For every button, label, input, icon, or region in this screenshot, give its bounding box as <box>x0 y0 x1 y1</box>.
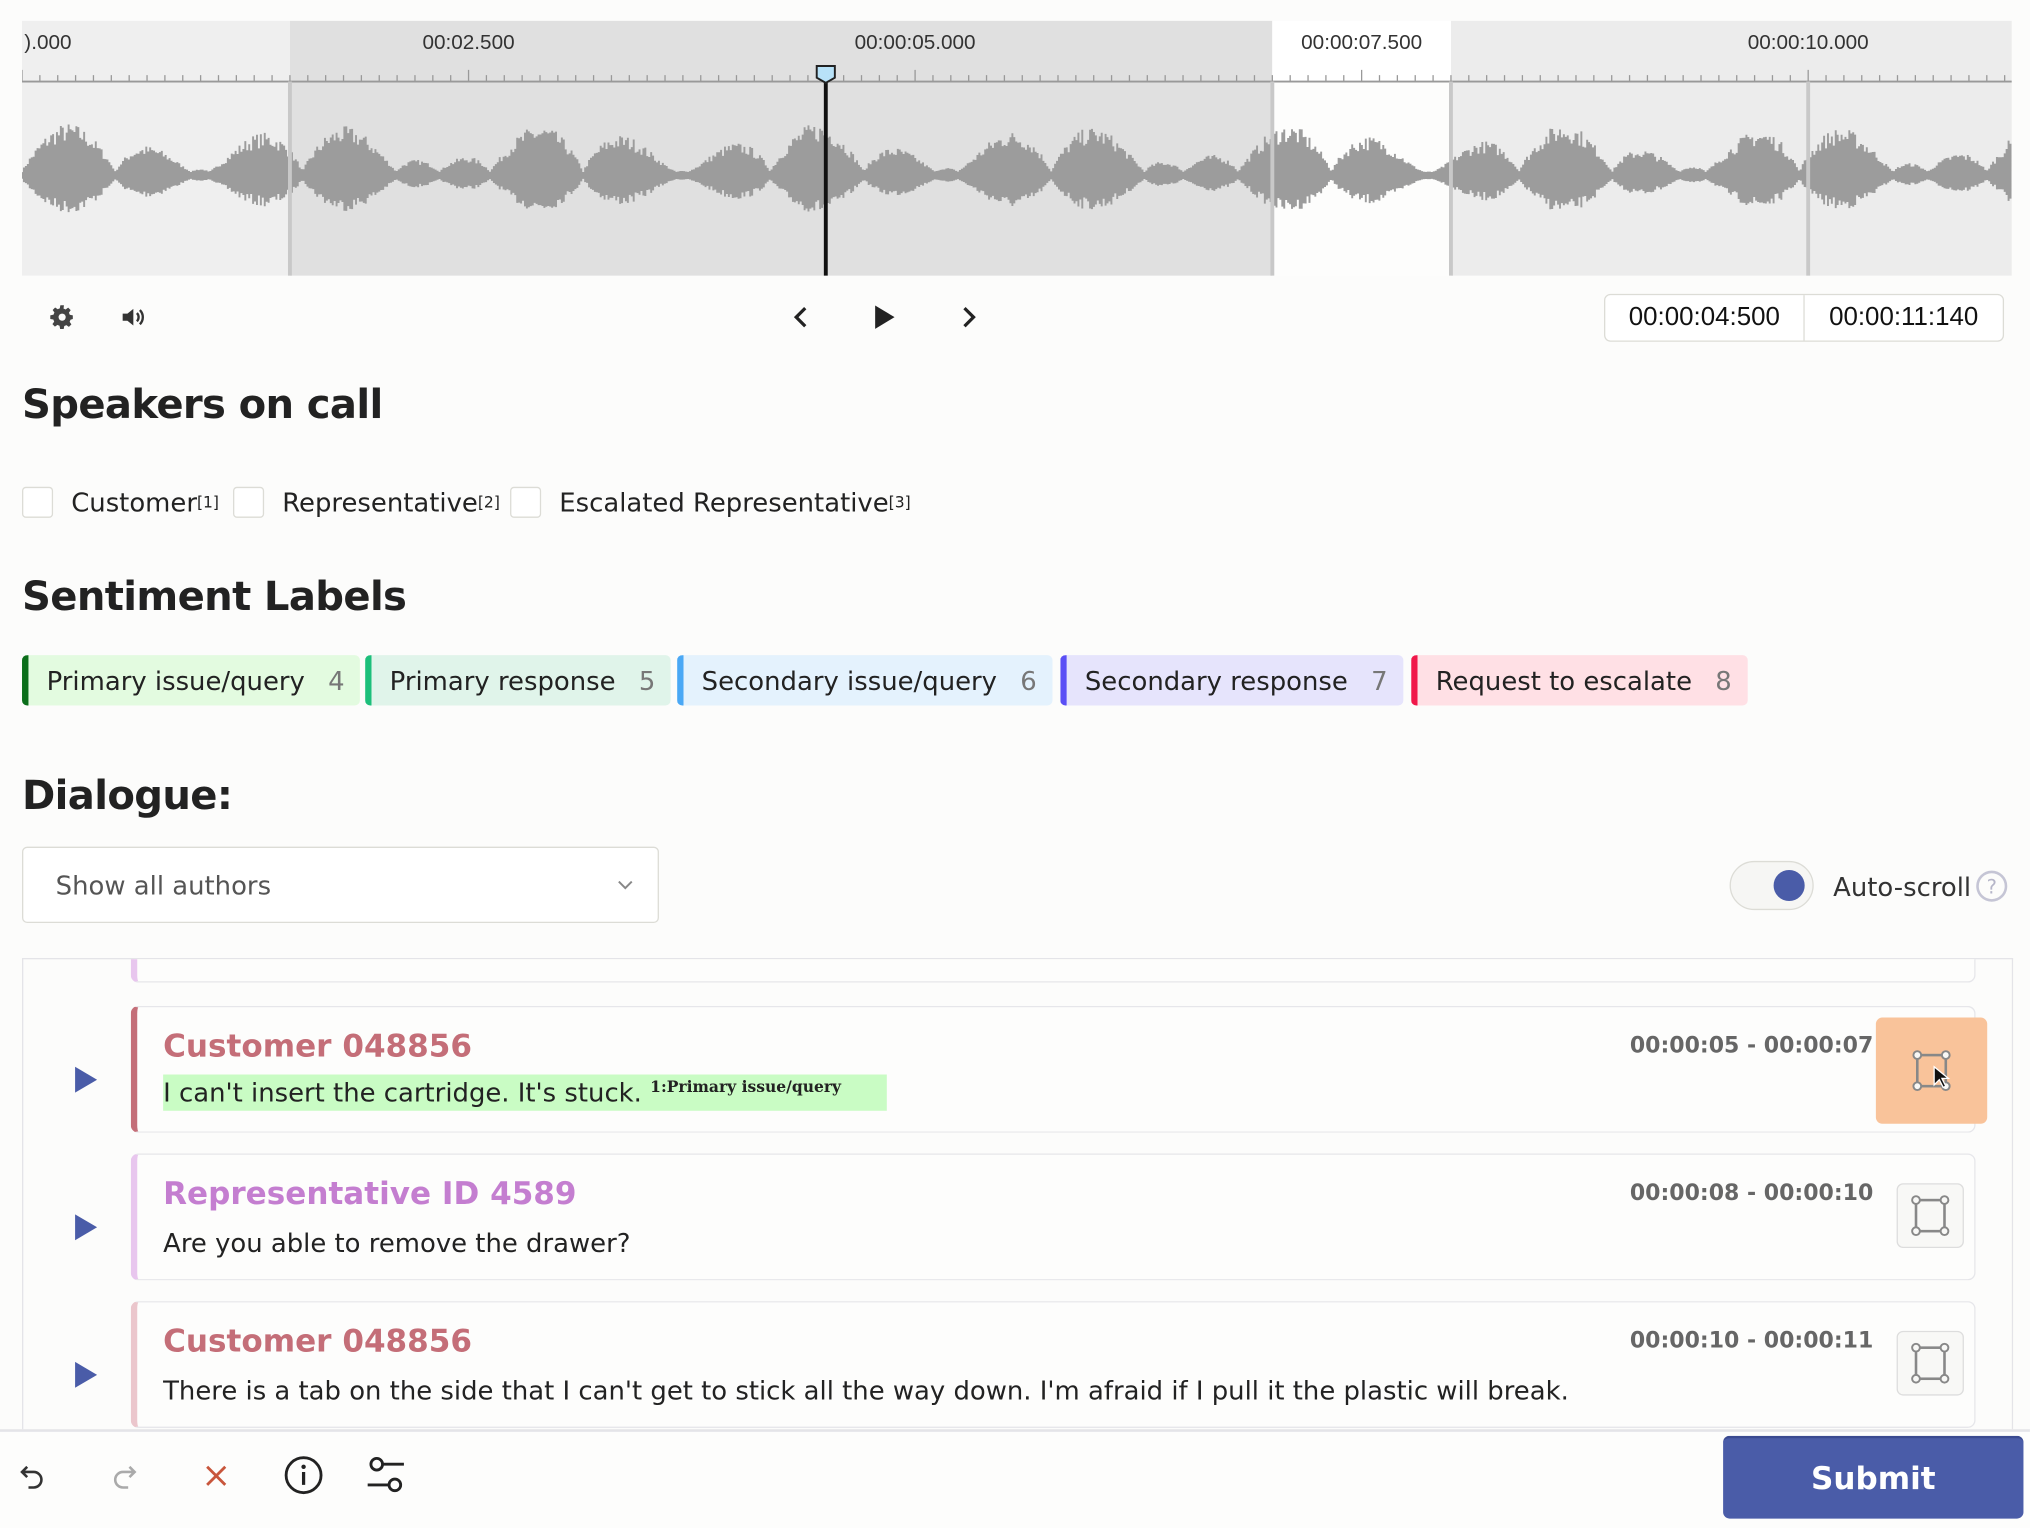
select-region-button[interactable] <box>1896 1183 1964 1248</box>
dialogue-title: Dialogue: <box>22 772 233 820</box>
settings-button[interactable] <box>45 300 79 334</box>
sentiment-label-chip[interactable]: Primary issue/query 4 <box>22 655 361 706</box>
region-segment[interactable] <box>289 20 1273 276</box>
utterance-text: Are you able to remove the drawer? <box>163 1227 631 1259</box>
autoscroll-label: Auto-scroll <box>1833 871 1972 903</box>
redo-icon[interactable] <box>109 1460 140 1491</box>
bounding-box-icon <box>1911 1195 1950 1237</box>
timestamp: 00:00:05 - 00:00:07 <box>1629 1033 1874 1059</box>
dialogue-list[interactable]: Customer 048856 I can't insert the cartr… <box>22 958 2014 1431</box>
close-icon[interactable] <box>202 1462 230 1490</box>
sentiment-label-chip[interactable]: Secondary response 7 <box>1060 655 1404 706</box>
speaker-label: Representative <box>282 486 478 518</box>
author-name: Representative ID 4589 <box>163 1175 577 1212</box>
sliders-icon[interactable] <box>366 1455 405 1495</box>
footer-toolbar <box>0 1429 2030 1528</box>
next-button[interactable] <box>952 300 986 334</box>
current-time: 00:00:04:500 <box>1628 302 1780 332</box>
autoscroll-toggle[interactable] <box>1729 860 1814 911</box>
chevron-down-icon <box>618 880 633 890</box>
waveform-path <box>22 124 2012 213</box>
select-region-button[interactable] <box>1896 1330 1964 1396</box>
utterance-text: There is a tab on the side that I can't … <box>163 1374 1569 1406</box>
region-segment[interactable] <box>1450 20 2012 276</box>
chip-hotkey: 5 <box>638 664 656 696</box>
play-segment-icon[interactable] <box>71 1213 99 1241</box>
chip-label: Request to escalate <box>1435 664 1693 696</box>
chip-label: Primary issue/query <box>46 664 305 696</box>
timestamp: 00:00:08 - 00:00:10 <box>1629 1180 1874 1207</box>
dialogue-card-previous <box>130 959 1976 983</box>
speaker-hotkey: [1] <box>196 493 219 512</box>
checkbox[interactable] <box>22 486 54 518</box>
play-segment-icon[interactable] <box>71 1065 99 1093</box>
sentiment-title: Sentiment Labels <box>22 573 407 621</box>
checkbox[interactable] <box>233 486 265 518</box>
speaker-hotkey: [2] <box>477 493 500 512</box>
speaker-label: Escalated Representative <box>559 486 889 518</box>
speaker-checkbox-escalated-representative[interactable]: Escalated Representative [3] <box>510 486 911 518</box>
tick-label: ).000 <box>24 32 72 55</box>
author-name: Customer 048856 <box>163 1027 473 1065</box>
tick-label: 00:02.500 <box>422 32 515 55</box>
chevron-right-icon <box>963 306 976 328</box>
playhead-handle[interactable] <box>815 65 836 84</box>
dialogue-card[interactable]: Representative ID 4589 Are you able to r… <box>130 1153 1976 1281</box>
chip-label: Primary response <box>389 664 616 696</box>
speaker-hotkey: [3] <box>888 493 911 512</box>
chevron-left-icon <box>793 306 807 328</box>
tick-label: 00:00:10.000 <box>1747 32 1869 55</box>
author-name: Customer 048856 <box>163 1323 473 1360</box>
timestamp: 00:00:10 - 00:00:11 <box>1629 1328 1874 1355</box>
previous-button[interactable] <box>785 300 819 334</box>
sentiment-label-chip[interactable]: Primary response 5 <box>365 655 671 706</box>
submit-button[interactable]: Submit <box>1723 1435 2024 1519</box>
undo-icon[interactable] <box>17 1460 48 1491</box>
chip-hotkey: 4 <box>328 664 345 696</box>
gear-icon <box>50 305 73 330</box>
speaker-checkbox-customer[interactable]: Customer [1] <box>22 486 219 518</box>
total-time: 00:00:11:140 <box>1803 295 2002 341</box>
chip-label: Secondary response <box>1084 664 1348 696</box>
chip-label: Secondary issue/query <box>701 664 998 696</box>
volume-button[interactable] <box>117 300 151 334</box>
dialogue-card[interactable]: Customer 048856 There is a tab on the si… <box>130 1301 1976 1428</box>
checkbox[interactable] <box>510 486 542 518</box>
author-filter-select[interactable]: Show all authors <box>22 846 659 924</box>
author-filter-value: Show all authors <box>55 869 272 901</box>
chip-hotkey: 8 <box>1715 664 1732 696</box>
waveform[interactable] <box>22 20 2012 276</box>
sentiment-label-chip[interactable]: Secondary issue/query 6 <box>677 655 1053 706</box>
dialogue-card[interactable]: Customer 048856 I can't insert the cartr… <box>130 1005 1988 1133</box>
sentiment-label-chip[interactable]: Request to escalate 8 <box>1411 655 1748 706</box>
utterance-text: I can't insert the cartridge. It's stuck… <box>163 1077 642 1109</box>
speakers-title: Speakers on call <box>22 381 383 429</box>
speaker-checkbox-representative[interactable]: Representative [2] <box>233 486 500 518</box>
tick-label: 00:00:05.000 <box>854 32 976 55</box>
select-region-button[interactable] <box>1875 1017 1988 1124</box>
help-icon[interactable]: ? <box>1976 870 2008 902</box>
speaker-icon <box>122 308 144 326</box>
annotation-label: 1:Primary issue/query <box>650 1077 842 1096</box>
highlighted-span[interactable]: I can't insert the cartridge. It's stuck… <box>163 1074 887 1111</box>
info-icon[interactable] <box>284 1455 324 1495</box>
chip-hotkey: 7 <box>1371 664 1388 696</box>
chip-hotkey: 6 <box>1020 664 1037 696</box>
play-segment-icon[interactable] <box>71 1361 99 1389</box>
play-button[interactable] <box>867 300 901 334</box>
bounding-box-icon <box>1911 1342 1950 1384</box>
bounding-box-icon <box>1912 1050 1951 1092</box>
speaker-label: Customer <box>71 486 197 518</box>
play-icon <box>875 305 895 329</box>
svg-text:?: ? <box>1987 875 1997 898</box>
toggle-knob <box>1773 869 1805 902</box>
time-display: 00:00:04:500 00:00:11:140 <box>1604 293 2005 342</box>
tick-label: 00:00:07.500 <box>1301 32 1423 55</box>
